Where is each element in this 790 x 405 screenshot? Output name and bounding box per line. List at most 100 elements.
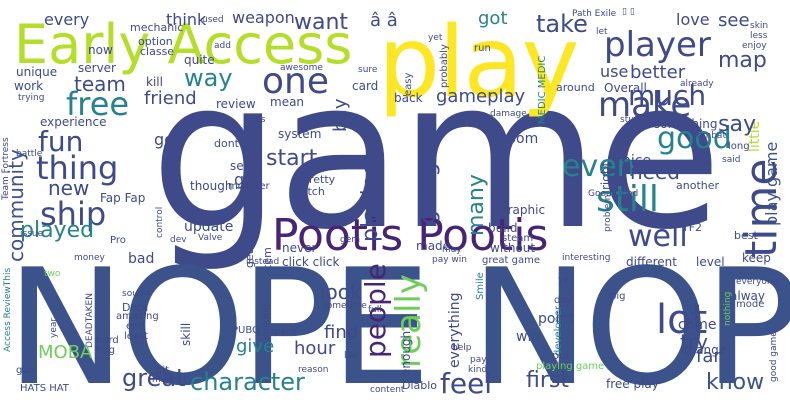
word-kill: kill [146,75,163,89]
word-great: great [122,364,186,392]
word-issue: issue [20,229,44,239]
word-early-access: Early Access [14,13,353,76]
word-fap-fap: Fap Fap [100,191,146,205]
word-best: best [734,229,758,242]
word-god: god [154,130,185,149]
word-back: back [394,91,423,105]
word-less: less [750,31,768,41]
word-good-game: good game [769,331,779,382]
word-update: update [184,219,234,235]
word-combat: combat [692,131,726,141]
word-ye: ye [558,275,569,285]
word-stuff: stuff [620,115,641,125]
word-got: got [478,8,508,29]
word-big: big [610,291,626,302]
word-mechanic: mechanic [130,21,184,34]
word-buy: buy [330,98,351,133]
word-box: ▯ ▯ [622,7,635,17]
word-better: better [630,62,686,83]
word-skill: skill [179,322,193,346]
word-click-click: click click [282,255,340,269]
word-problem: problem [603,194,613,232]
word-sometime: sometime [322,301,367,311]
word-gameplay: gameplay [436,86,526,107]
word-much: much [628,79,707,112]
word-see: see [718,10,750,31]
word-content: content [370,385,405,395]
word-thing: thing [36,149,119,187]
word-new: new [48,176,90,200]
word-pro: Pro [110,235,126,246]
word-monster: monster [228,181,270,192]
word-map: map [718,48,767,73]
word-friend: friend [144,88,197,109]
word-take: take [536,10,588,38]
word-start: start [266,146,318,171]
word-full: full [368,305,382,315]
word-lot: lot [656,297,708,343]
word-try: try [680,330,708,354]
word-well: well [628,219,688,254]
word-kind: kind [468,365,488,375]
word-feel: feel [440,367,493,400]
word-put: put [552,349,571,362]
word-fun: fun [38,125,84,158]
word-gem: gem [340,235,361,245]
word-make: make [598,85,692,125]
word-used: used [202,15,224,25]
word-diablo: Diablo [402,379,438,392]
word-mean: mean [270,95,305,109]
word-help: help [452,343,472,353]
word-battle: battle [16,149,43,159]
word-hard: hard [96,335,119,346]
word-moba: MOBA [38,342,93,363]
word-free-play: free play [606,377,659,391]
word-playing-game: playing game [536,361,605,372]
word-come: come [678,317,717,333]
word-say: say [718,112,756,137]
word-ship: ship [40,195,107,233]
word-play: play [378,6,579,120]
word-classe: classe [140,45,175,58]
word-win: win [516,329,541,345]
word-far: far [696,346,721,367]
word-dota: Dota [122,301,149,314]
word-pootis-pootis: Pootis Pootis [272,210,549,261]
word-might: might [152,375,179,385]
word-made: made [416,239,451,253]
word-match: match [290,185,325,198]
word-may: may [442,245,462,255]
word-without: without [490,241,536,255]
word-player: player [604,25,711,65]
word-always: alway [730,289,765,303]
word-smile: Smile [475,272,486,300]
word-play-game: play game [762,141,781,226]
word-need: need [630,160,680,184]
word-two: two [44,269,61,279]
word-hats-hat: HATS HAT [20,383,69,394]
word-long: long [728,141,750,152]
word-pay-win: pay win [432,255,467,265]
word-space: space [270,327,297,337]
word-want: want [294,10,349,35]
word-yet: yet [428,33,443,43]
word-give: give [236,336,275,357]
word-overall: Overall [604,81,647,95]
word-every: every [44,10,90,29]
word-going: going [416,162,441,224]
word-know: know [706,370,765,395]
word-another: another [676,179,720,192]
word-pretty: pretty [302,173,336,186]
word-first: first [526,368,569,393]
word-year: year [49,317,59,338]
word-a-hat: â â [370,10,398,31]
word-said: said [722,155,741,165]
word-way: way [184,64,233,92]
word-everything: everything [447,292,463,368]
word-system: system [278,127,322,141]
word-enjoy: enjoy [742,41,767,51]
word-character: character [190,368,305,396]
word-nice: nice [622,153,652,169]
word-server: server [78,61,116,75]
